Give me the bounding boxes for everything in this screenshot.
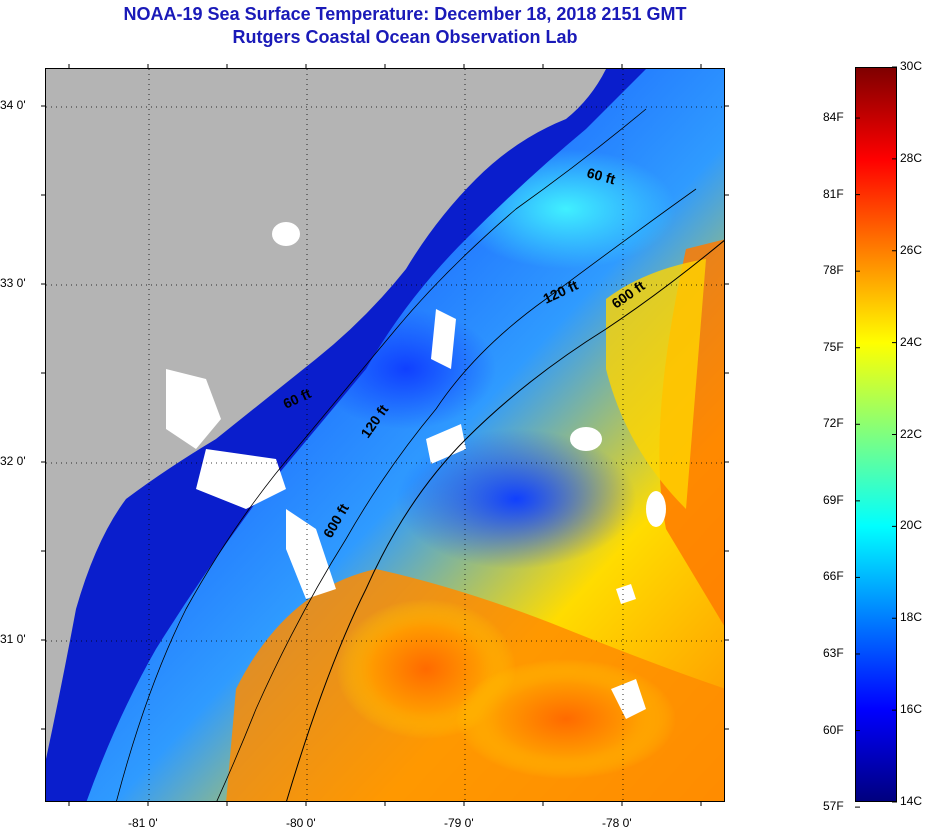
colorbar-fahrenheit-label: 69F xyxy=(823,492,844,507)
colorbar-fahrenheit-label: 60F xyxy=(823,722,844,737)
isobath-600ft xyxy=(286,240,724,801)
land-mass xyxy=(46,69,606,759)
colorbar-celsius-label: 30C xyxy=(900,59,923,73)
colorbar-celsius-label: 24C xyxy=(900,334,923,349)
colorbar-celsius-label: 22C xyxy=(900,426,923,441)
latitude-tick-label: 31 0' xyxy=(0,632,26,646)
colorbar-fahrenheit-label: 81F xyxy=(823,186,844,201)
colorbar-celsius-label: 18C xyxy=(900,610,923,625)
latitude-tick-label: 32 0' xyxy=(0,454,26,468)
colorbar-celsius-label: 16C xyxy=(900,702,923,717)
longitude-tick-label: -79 0' xyxy=(444,816,474,830)
colorbar-celsius-label: 26C xyxy=(900,242,923,257)
isobath-120ft xyxy=(216,188,697,801)
nearshore-cold-band xyxy=(46,69,646,801)
sst-map: 60 ft 120 ft 600 ft 60 ft 120 ft 600 ft xyxy=(45,68,725,802)
colorbar-fahrenheit-label: 84F xyxy=(823,110,844,125)
isobath-label: 60 ft xyxy=(585,164,617,187)
page-subtitle: Rutgers Coastal Ocean Observation Lab xyxy=(232,27,578,47)
yellow-band-east xyxy=(606,259,706,509)
colorbar-fahrenheit-label: 72F xyxy=(823,416,844,431)
colorbar-fahrenheit-label: 78F xyxy=(823,263,844,278)
colorbar-celsius-label: 14C xyxy=(900,794,923,808)
isobath-60ft xyxy=(116,108,647,801)
colorbar-celsius-label: 28C xyxy=(900,150,923,165)
colorbar-fahrenheit-label: 75F xyxy=(823,339,844,354)
longitude-tick-label: -81 0' xyxy=(128,816,158,830)
longitude-tick-label: -78 0' xyxy=(602,816,632,830)
colorbar-fahrenheit-label: 66F xyxy=(823,569,844,584)
latitude-tick-label: 34 0' xyxy=(0,98,26,112)
latitude-tick-label: 33 0' xyxy=(0,276,26,290)
colorbar-fahrenheit-label: 57F xyxy=(823,799,844,814)
colorbar-celsius-label: 20C xyxy=(900,518,923,533)
temperature-colorbar xyxy=(855,67,897,802)
colorbar-fahrenheit-label: 63F xyxy=(823,645,844,660)
longitude-tick-label: -80 0' xyxy=(286,816,316,830)
page-title: NOAA-19 Sea Surface Temperature: Decembe… xyxy=(123,4,687,24)
cloud-mask xyxy=(166,222,666,719)
